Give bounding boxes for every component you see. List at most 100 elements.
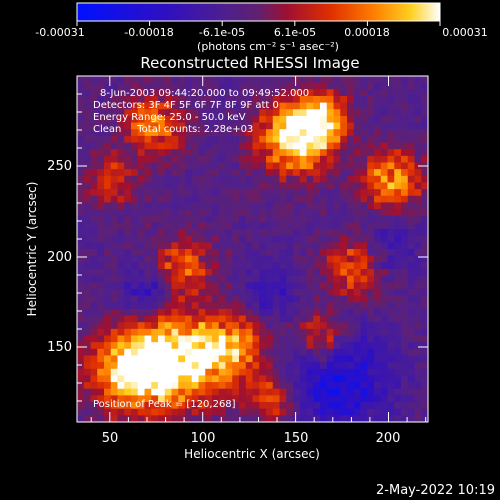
image-pixel xyxy=(198,122,206,130)
image-pixel xyxy=(225,342,233,350)
image-pixel xyxy=(367,295,375,303)
image-pixel xyxy=(421,102,429,110)
image-pixel xyxy=(191,155,200,164)
image-pixel xyxy=(232,295,240,303)
image-pixel xyxy=(191,109,200,117)
image-pixel xyxy=(178,355,186,363)
time-annotation: 8-Jun-2003 09:44:20.000 to 09:49:52.000 xyxy=(100,88,309,99)
image-pixel xyxy=(279,342,287,350)
image-pixel xyxy=(320,368,328,377)
image-pixel xyxy=(259,235,267,243)
image-pixel xyxy=(83,262,92,270)
image-pixel xyxy=(320,315,328,323)
image-pixel xyxy=(178,415,186,423)
image-pixel xyxy=(110,282,119,290)
image-pixel xyxy=(394,202,402,210)
image-pixel xyxy=(394,328,402,337)
image-pixel xyxy=(367,395,375,403)
image-pixel xyxy=(90,182,98,190)
image-pixel xyxy=(245,402,254,410)
image-pixel xyxy=(225,95,233,104)
image-pixel xyxy=(306,189,314,197)
image-pixel xyxy=(117,415,125,423)
image-pixel xyxy=(218,229,227,237)
image-pixel xyxy=(360,155,368,164)
image-pixel xyxy=(367,262,375,270)
image-pixel xyxy=(144,129,152,137)
image-pixel xyxy=(137,322,146,330)
image-pixel xyxy=(245,315,254,323)
image-pixel xyxy=(185,415,193,423)
image-pixel xyxy=(320,122,328,130)
image-pixel xyxy=(131,362,139,370)
image-pixel xyxy=(83,295,92,303)
image-pixel xyxy=(320,135,328,144)
image-pixel xyxy=(266,109,274,117)
image-pixel xyxy=(117,368,125,377)
image-pixel xyxy=(90,95,98,104)
image-pixel xyxy=(212,362,220,370)
image-pixel xyxy=(164,388,173,396)
image-pixel xyxy=(185,82,193,90)
image-pixel xyxy=(313,122,321,130)
image-pixel xyxy=(293,115,301,124)
image-pixel xyxy=(360,302,368,310)
image-pixel xyxy=(117,342,125,350)
image-pixel xyxy=(320,89,328,97)
image-pixel xyxy=(340,82,348,90)
image-pixel xyxy=(124,355,132,363)
image-pixel xyxy=(347,229,355,237)
image-pixel xyxy=(239,282,247,290)
image-pixel xyxy=(374,202,382,210)
image-pixel xyxy=(131,249,139,257)
image-pixel xyxy=(239,175,247,184)
image-pixel xyxy=(110,395,119,403)
image-pixel xyxy=(245,302,254,310)
image-pixel xyxy=(131,189,139,197)
image-pixel xyxy=(401,262,409,270)
image-pixel xyxy=(218,249,227,257)
image-pixel xyxy=(414,242,422,250)
image-pixel xyxy=(306,382,314,390)
image-pixel xyxy=(421,355,429,363)
image-pixel xyxy=(407,382,416,390)
image-pixel xyxy=(313,76,321,84)
image-pixel xyxy=(131,302,139,310)
image-pixel xyxy=(191,89,200,97)
image-pixel xyxy=(232,315,240,323)
image-pixel xyxy=(164,76,173,84)
image-pixel xyxy=(218,129,227,137)
image-pixel xyxy=(178,129,186,137)
image-pixel xyxy=(117,408,125,416)
image-pixel xyxy=(272,408,281,416)
image-pixel xyxy=(340,335,348,343)
image-pixel xyxy=(380,182,389,190)
image-pixel xyxy=(151,408,159,416)
image-pixel xyxy=(225,255,233,263)
image-pixel xyxy=(232,262,240,270)
image-pixel xyxy=(401,109,409,117)
image-pixel xyxy=(293,308,301,317)
image-pixel xyxy=(401,415,409,423)
image-pixel xyxy=(306,155,314,164)
image-pixel xyxy=(347,182,355,190)
image-pixel xyxy=(293,275,301,283)
image-pixel xyxy=(83,222,92,230)
image-pixel xyxy=(104,142,112,150)
image-pixel xyxy=(131,242,139,250)
image-pixel xyxy=(151,189,159,197)
image-pixel xyxy=(313,282,321,290)
colorbar-gradient xyxy=(76,2,441,22)
image-pixel xyxy=(151,355,159,363)
image-pixel xyxy=(131,95,139,104)
image-pixel xyxy=(158,308,166,317)
image-pixel xyxy=(178,162,186,170)
image-pixel xyxy=(380,255,389,263)
image-pixel xyxy=(212,202,220,210)
image-pixel xyxy=(380,202,389,210)
image-pixel xyxy=(272,222,281,230)
image-pixel xyxy=(360,162,368,170)
image-pixel xyxy=(380,375,389,383)
image-pixel xyxy=(320,109,328,117)
image-pixel xyxy=(117,195,125,204)
